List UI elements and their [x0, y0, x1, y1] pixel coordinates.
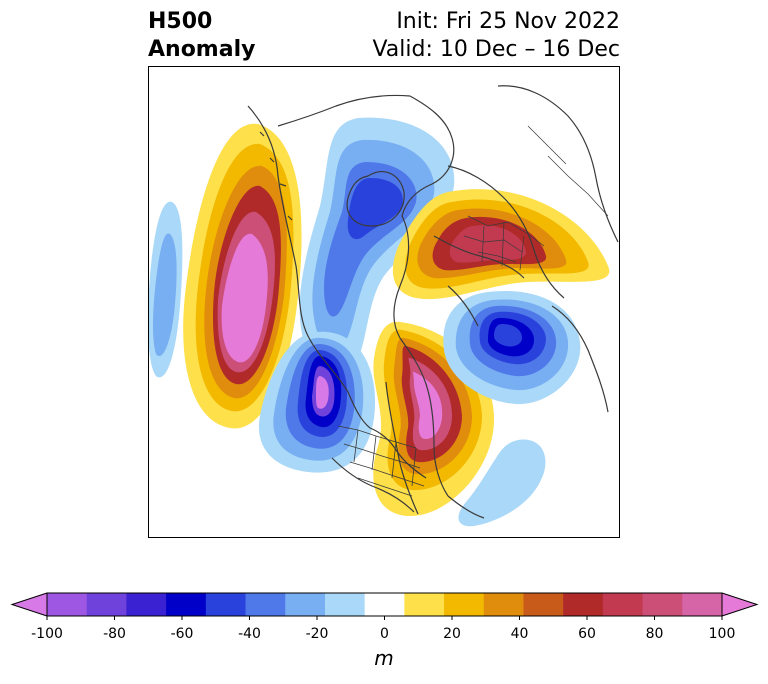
- colorbar-upper-extend: [722, 593, 757, 616]
- trough-subtropical: [458, 439, 546, 527]
- colorbar-bin: [166, 593, 207, 616]
- colorbar-tick-label: -60: [170, 626, 194, 642]
- map-border: [148, 66, 620, 538]
- colorbar-bin: [602, 593, 644, 616]
- colorbar-tick-label: 40: [510, 626, 529, 642]
- colorbar-tick-label: 60: [578, 626, 596, 642]
- colorbar-bin: [324, 593, 366, 616]
- trough-far-west: [148, 201, 183, 378]
- coastlines: [247, 85, 619, 519]
- valid-range: Valid: 10 Dec – 16 Dec: [372, 37, 620, 62]
- trough-atlantic: [443, 290, 581, 405]
- colorbar-bin: [444, 593, 485, 616]
- colorbar: [10, 592, 759, 620]
- colorbar-tick-label: 20: [443, 626, 461, 642]
- map-dates: Init: Fri 25 Nov 2022 Valid: 10 Dec – 16…: [372, 8, 620, 64]
- colorbar-bin: [205, 593, 247, 616]
- state-borders: [337, 425, 425, 497]
- colorbar-bin: [86, 593, 127, 616]
- colorbar-bin: [285, 593, 326, 616]
- init-date: Init: Fri 25 Nov 2022: [396, 9, 620, 34]
- colorbar-bin: [245, 593, 286, 616]
- colorbar-bin: [364, 593, 405, 616]
- colorbar-bin: [642, 593, 683, 616]
- colorbar-tick-label: 0: [380, 626, 389, 642]
- colorbar-tick-label: 80: [645, 626, 664, 642]
- ridge-east: [373, 321, 495, 517]
- colorbar-tick-label: -20: [305, 626, 329, 642]
- ridge-west-pacific: [183, 123, 302, 429]
- colorbar-bin: [47, 593, 88, 616]
- trough-southwest: [258, 331, 376, 473]
- colorbar-lower-extend: [12, 593, 47, 616]
- ridge-europe: [392, 189, 610, 300]
- colorbar-bin: [483, 593, 524, 616]
- colorbar-bin: [523, 593, 564, 616]
- colorbar-bin: [563, 593, 604, 616]
- colorbar-bin: [682, 593, 723, 616]
- colorbar-tick-label: 100: [708, 626, 736, 642]
- title-variable: H500: [148, 9, 213, 34]
- country-borders: [463, 125, 609, 271]
- colorbar-tick-label: -40: [238, 626, 261, 642]
- anomaly-map: [148, 66, 620, 538]
- colorbar-unit: m: [374, 646, 394, 670]
- colorbar-bin: [404, 593, 445, 616]
- colorbar-tick-label: -80: [103, 626, 126, 642]
- colorbar-tick-label: -100: [31, 626, 63, 642]
- title-field: Anomaly: [148, 37, 256, 62]
- colorbar-bin: [126, 593, 167, 616]
- map-title: H500 Anomaly: [148, 8, 255, 64]
